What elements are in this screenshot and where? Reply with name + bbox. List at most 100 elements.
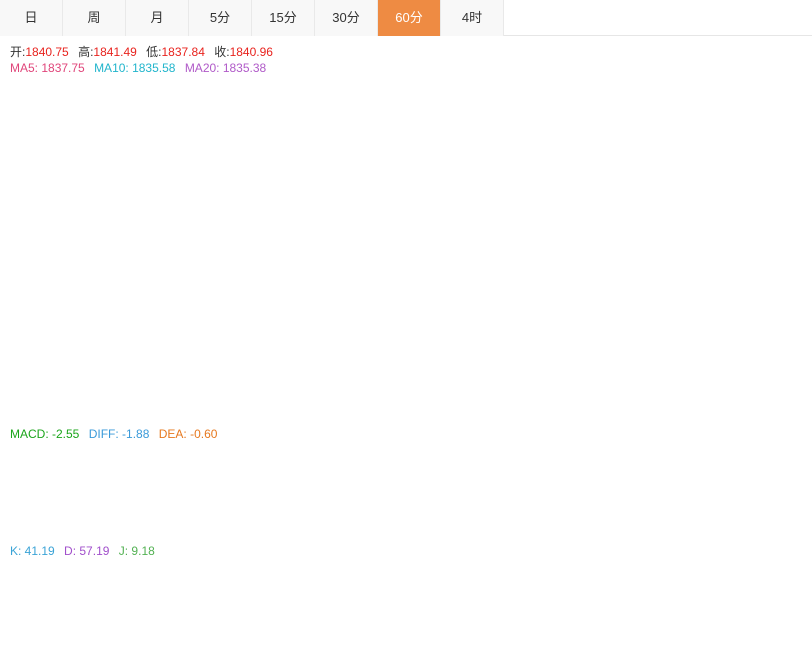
candle-body — [235, 226, 241, 242]
candle-body — [272, 292, 277, 338]
candle-body — [28, 187, 33, 228]
d-value: D: 57.19 — [64, 544, 110, 558]
tab-0[interactable]: 日 — [0, 0, 63, 36]
candle-body — [89, 210, 94, 232]
high-value: 1841.49 — [93, 45, 137, 59]
up-arrow — [490, 132, 547, 271]
current-price-label: 1840.96 — [755, 166, 795, 178]
macd-bar — [64, 474, 70, 481]
macd-bar — [241, 446, 247, 481]
tab-5[interactable]: 30分 — [315, 0, 378, 36]
y-tick-label: 1825.07 — [756, 376, 796, 388]
low-value: 1837.84 — [161, 45, 205, 59]
macd-bar — [192, 462, 198, 481]
candle-body — [241, 239, 247, 264]
diff-value: DIFF: -1.88 — [88, 427, 150, 441]
macd-bar — [284, 466, 289, 481]
macd-bar — [229, 440, 234, 481]
tab-2[interactable]: 月 — [126, 0, 189, 36]
tab-4[interactable]: 15分 — [252, 0, 315, 36]
candle-body — [388, 206, 393, 216]
tab-7[interactable]: 4时 — [441, 0, 504, 36]
candle-body — [119, 233, 125, 254]
macd-bar — [76, 480, 82, 482]
candle-body — [461, 296, 466, 301]
candle-body — [168, 211, 173, 234]
y-tick-label: -7.03 — [756, 639, 781, 651]
y-tick-label: -3.16 — [756, 514, 781, 526]
dea-value: DEA: -0.60 — [158, 427, 218, 441]
macd-bar — [150, 467, 155, 481]
ma20-legend: MA20: 1835.38 — [184, 61, 267, 75]
candle-body — [510, 264, 515, 328]
candle-body — [15, 178, 21, 200]
y-tick-label: 1839.00 — [756, 192, 796, 204]
period-tabs: 日周月 5分 15分 30分 60分 4时 — [0, 0, 812, 36]
candle-body — [278, 342, 283, 348]
candle-body — [217, 216, 222, 249]
macd-bar — [491, 480, 497, 484]
candle-body — [205, 232, 210, 270]
macd-bar — [418, 454, 424, 481]
macd-bar — [308, 480, 314, 485]
macd-bar — [357, 480, 363, 526]
tab-6[interactable]: 60分 — [378, 0, 441, 36]
macd-bar — [22, 478, 27, 481]
y-tick-label: 67.05 — [756, 584, 784, 596]
macd-bar — [52, 469, 58, 481]
macd-bar — [131, 477, 137, 481]
macd-bar — [442, 462, 448, 481]
candle-body — [144, 186, 149, 209]
macd-bar — [144, 469, 149, 481]
tab-3[interactable]: 5分 — [189, 0, 252, 36]
macd-bar — [503, 480, 509, 489]
macd-bar — [394, 475, 399, 481]
macd-bar — [247, 454, 253, 481]
candle-body — [229, 193, 234, 229]
y-tick-label: 2.36 — [756, 447, 777, 459]
macd-bar — [369, 480, 375, 518]
macd-bar — [211, 454, 216, 481]
macd-bar — [449, 462, 454, 481]
candle-body — [479, 228, 485, 246]
candle-body — [223, 185, 228, 224]
down-arrow — [378, 166, 490, 279]
macd-bar — [400, 465, 405, 481]
candle-body — [327, 323, 332, 361]
y-tick-label: 1835.02 — [756, 245, 796, 257]
candle-body — [198, 219, 204, 270]
candle-body — [363, 190, 369, 216]
candle-body — [406, 200, 411, 212]
macd-bar — [101, 480, 106, 487]
candle-body — [320, 362, 326, 400]
macd-value: MACD: -2.55 — [10, 427, 80, 441]
candle-body — [34, 162, 39, 204]
macd-bar — [34, 471, 39, 481]
candle-body — [162, 191, 167, 215]
tab-1[interactable]: 周 — [63, 0, 126, 36]
macd-bar — [266, 465, 271, 481]
candle-body — [412, 206, 417, 221]
macd-bar — [3, 480, 9, 491]
macd-bar — [186, 466, 192, 481]
close-value: 1840.96 — [229, 45, 273, 59]
candle-body — [253, 285, 259, 326]
candle-body — [52, 154, 58, 175]
candle-body — [339, 142, 344, 216]
ma5-line — [5, 176, 532, 383]
dea-line — [5, 458, 531, 518]
macd-bar — [162, 466, 167, 481]
macd-bar — [485, 477, 491, 481]
ma10-legend: MA10: 1835.58 — [94, 61, 176, 75]
ma5-legend: MA5: 1837.75 — [10, 61, 85, 75]
candle-body — [345, 149, 350, 211]
macd-bar — [205, 456, 210, 481]
y-tick-label: 1837.01 — [756, 218, 796, 230]
candle-body — [46, 159, 51, 187]
macd-bar — [272, 466, 277, 481]
macd-bar — [46, 468, 51, 481]
d-line — [5, 581, 532, 625]
macd-bar — [302, 475, 308, 481]
macd-bar — [455, 463, 460, 481]
macd-bar — [235, 441, 241, 481]
